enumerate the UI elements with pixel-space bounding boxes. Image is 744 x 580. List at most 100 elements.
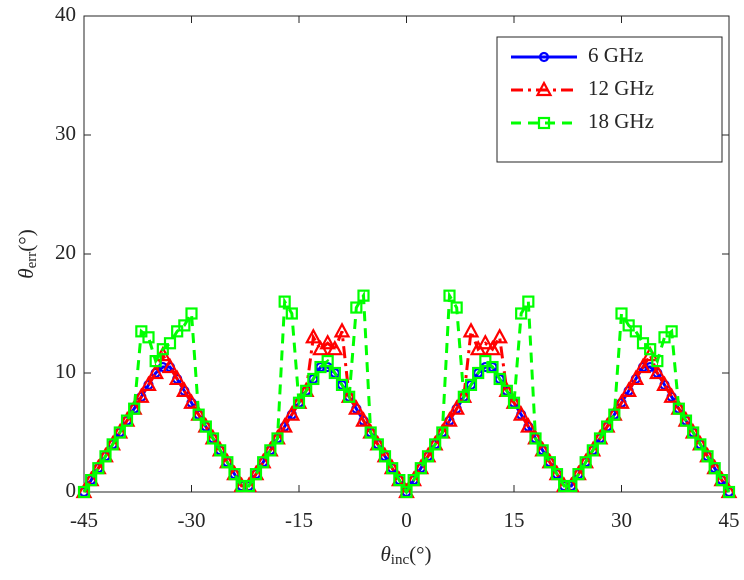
y-tick-label: 20 (55, 240, 76, 264)
marker (283, 405, 301, 421)
y-tick-label: 0 (66, 478, 77, 502)
marker (257, 456, 270, 469)
legend-box (496, 36, 723, 163)
marker (493, 372, 506, 386)
marker (450, 301, 463, 314)
marker (543, 456, 556, 469)
marker (701, 450, 714, 463)
marker (99, 450, 112, 463)
marker (163, 337, 177, 350)
marker (292, 396, 306, 409)
marker (77, 485, 91, 499)
marker (613, 393, 630, 409)
x-tick-label: -30 (178, 508, 206, 532)
marker (307, 372, 320, 386)
marker (464, 378, 478, 391)
marker (328, 366, 341, 380)
series-line (82, 290, 731, 495)
marker (106, 438, 119, 451)
marker (149, 355, 162, 368)
marker (656, 375, 673, 391)
marker (593, 432, 607, 445)
marker (319, 333, 337, 350)
marker (522, 295, 535, 308)
marker (443, 289, 456, 302)
marker (276, 417, 294, 433)
marker (615, 307, 628, 320)
x-label-subscript: inc (391, 552, 410, 568)
marker (175, 381, 193, 397)
marker (300, 384, 313, 397)
marker (271, 432, 284, 445)
marker (421, 450, 435, 463)
marker (429, 438, 442, 451)
marker (228, 468, 241, 481)
series-line (82, 330, 731, 495)
y-label-subscript: err (24, 252, 40, 269)
marker (694, 438, 707, 451)
marker (183, 393, 200, 409)
marker (278, 295, 291, 308)
marker (538, 51, 550, 63)
marker (400, 485, 413, 499)
marker (378, 450, 392, 463)
marker (651, 355, 664, 368)
marker (687, 426, 700, 439)
marker (221, 456, 234, 469)
marker (407, 474, 420, 487)
marker (355, 411, 372, 427)
marker (128, 402, 141, 415)
x-tick-label: -45 (70, 508, 98, 532)
marker (672, 402, 685, 415)
y-label-suffix: (°) (14, 229, 38, 251)
marker (249, 468, 263, 481)
marker (321, 355, 334, 368)
marker (507, 396, 521, 409)
y-tick-label: 40 (55, 2, 76, 26)
marker (550, 468, 564, 481)
x-tick-label: 30 (611, 508, 632, 532)
x-tick-label: 45 (719, 508, 740, 532)
marker (586, 444, 599, 457)
marker (512, 405, 530, 421)
marker (722, 485, 736, 499)
marker (472, 366, 485, 380)
marker (491, 327, 509, 344)
marker (601, 420, 614, 433)
marker (663, 387, 681, 403)
marker (414, 462, 427, 475)
marker (537, 116, 551, 130)
marker (214, 444, 227, 457)
marker (629, 325, 642, 338)
marker (357, 289, 370, 302)
legend-label: 12 GHz (588, 76, 654, 100)
marker (192, 408, 205, 421)
marker (535, 80, 553, 97)
x-tick-label: 15 (504, 508, 525, 532)
x-label-suffix: (°) (409, 542, 431, 566)
marker (715, 474, 728, 487)
marker (85, 474, 98, 487)
marker (350, 301, 363, 314)
marker (476, 333, 494, 350)
marker (161, 357, 179, 374)
marker (529, 432, 542, 445)
y-tick-label: 30 (55, 121, 76, 145)
marker (536, 444, 549, 457)
y-tick-label: 10 (55, 359, 76, 383)
marker (185, 307, 198, 320)
marker (132, 387, 150, 403)
marker (326, 339, 344, 356)
marker (441, 411, 458, 427)
x-tick-label: 0 (401, 508, 412, 532)
marker (484, 339, 501, 356)
y-axis-label: θerr(°) (14, 229, 41, 278)
marker (644, 343, 657, 356)
marker (386, 462, 399, 475)
marker (519, 417, 537, 433)
marker (147, 363, 165, 380)
marker (364, 426, 377, 439)
marker (168, 369, 186, 386)
marker (264, 444, 277, 457)
